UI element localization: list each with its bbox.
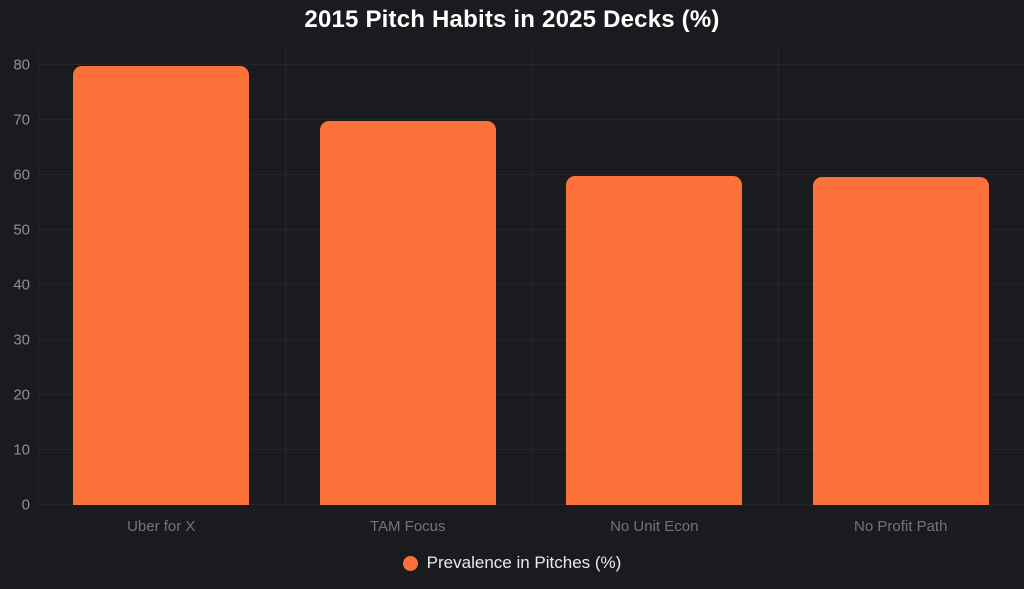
y-tick-label: 20 bbox=[13, 386, 30, 404]
y-tick-label: 50 bbox=[13, 221, 30, 239]
y-tick-label: 0 bbox=[21, 496, 30, 514]
v-gridline bbox=[778, 45, 779, 505]
y-tick-label: 40 bbox=[13, 276, 30, 294]
x-axis-label: TAM Focus bbox=[369, 518, 446, 535]
bar-tam-focus[interactable] bbox=[319, 121, 496, 505]
x-axis-label: No Profit Path bbox=[854, 518, 948, 535]
legend-item[interactable]: Prevalence in Pitches (%) bbox=[0, 553, 1024, 573]
x-axis-label: No Unit Econ bbox=[610, 518, 699, 535]
v-gridline bbox=[531, 45, 532, 505]
v-gridline bbox=[285, 45, 286, 505]
v-gridline bbox=[38, 45, 39, 505]
x-axis-label: Uber for X bbox=[127, 518, 196, 535]
y-tick-label: 70 bbox=[13, 111, 30, 129]
y-axis: 0 10 20 30 40 50 60 70 80 bbox=[0, 45, 30, 513]
y-tick-label: 30 bbox=[13, 331, 30, 349]
legend-circle-icon bbox=[402, 555, 418, 571]
bar-no-unit-econ[interactable] bbox=[566, 176, 743, 505]
bar-uber-for-x[interactable] bbox=[73, 66, 250, 505]
y-tick-label: 60 bbox=[13, 166, 30, 184]
y-tick-label: 10 bbox=[13, 441, 30, 459]
legend-label: Prevalence in Pitches (%) bbox=[426, 553, 622, 572]
chart-title: 2015 Pitch Habits in 2025 Decks (%) bbox=[304, 6, 720, 33]
bar-no-profit-path[interactable] bbox=[812, 176, 989, 505]
y-tick-label: 80 bbox=[13, 56, 30, 73]
plot-area bbox=[38, 45, 1024, 505]
x-axis: Uber for X TAM Focus No Unit Econ No Profit… bbox=[38, 518, 1024, 538]
